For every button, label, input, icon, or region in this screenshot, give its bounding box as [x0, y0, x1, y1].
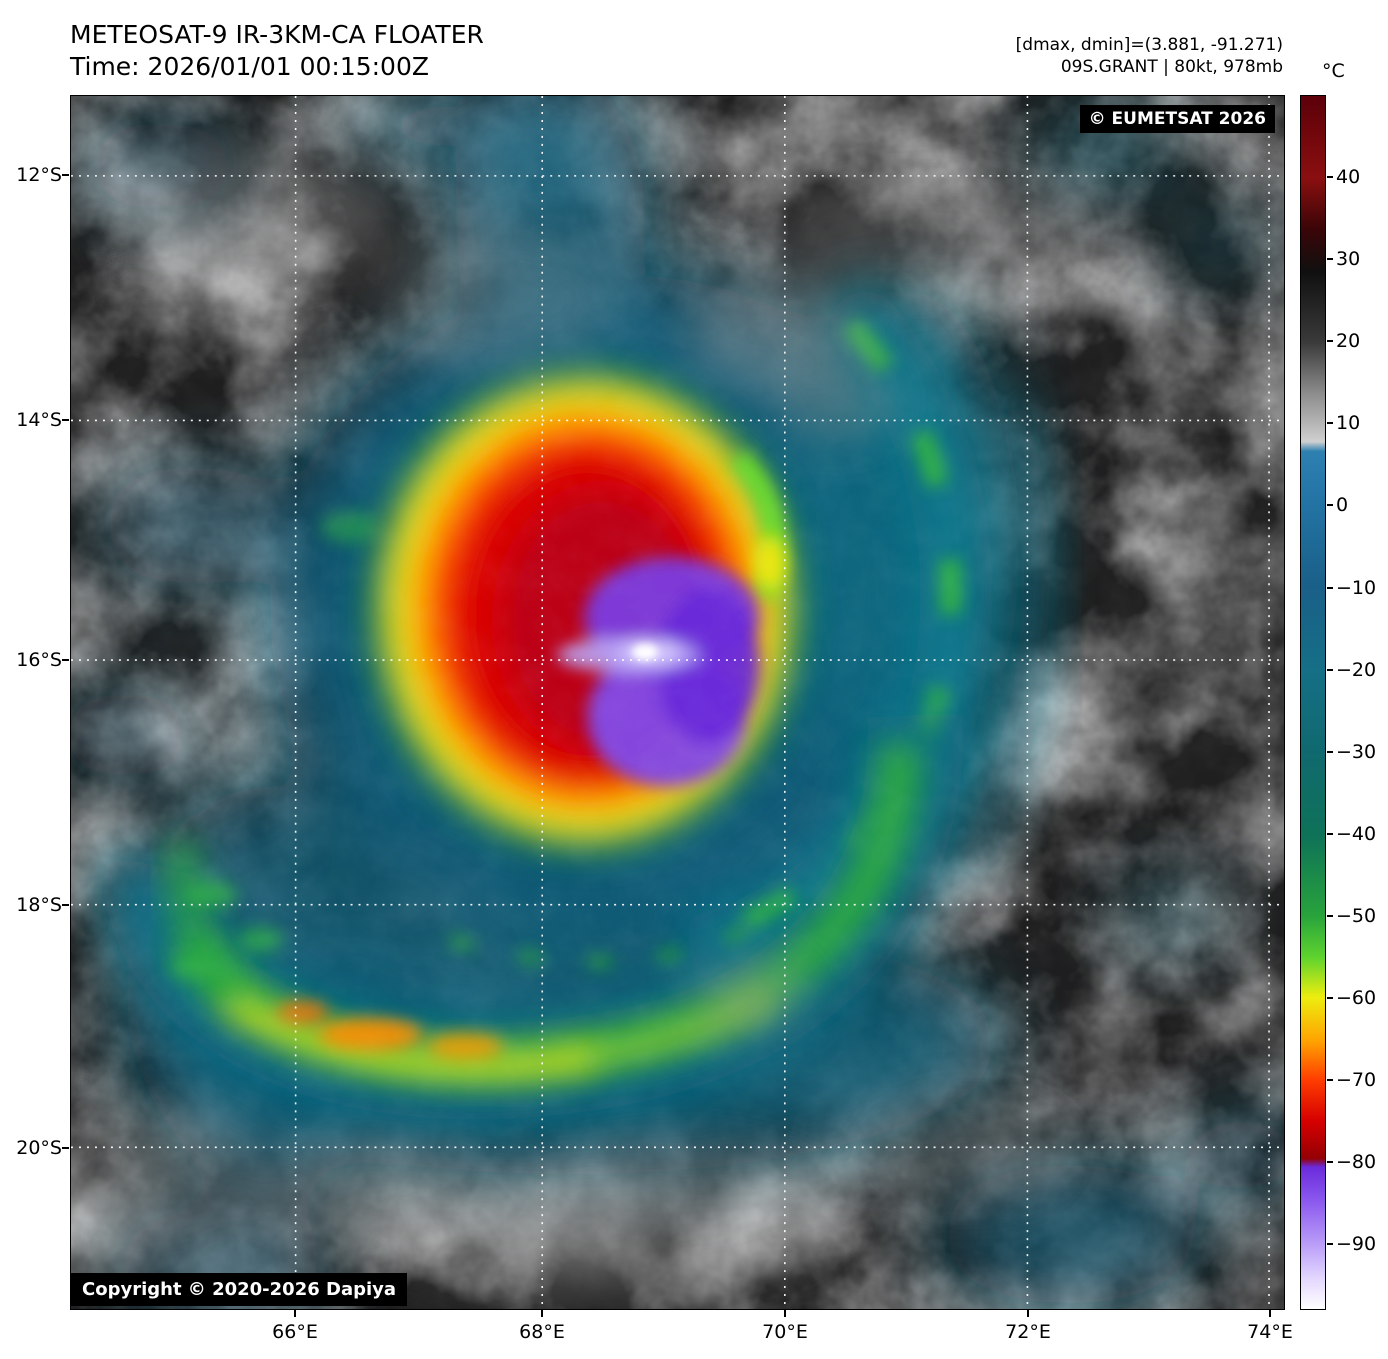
copyright-badge: Copyright © 2020-2026 Dapiya: [71, 1273, 408, 1306]
colorbar-unit-label: °C: [1322, 60, 1345, 82]
lon-tick: [1269, 1310, 1271, 1317]
storm-info-label: 09S.GRANT | 80kt, 978mb: [1060, 57, 1283, 77]
satellite-map: © EUMETSAT 2026 Copyright © 2020-2026 Da…: [70, 95, 1285, 1310]
colorbar-tick-label: −40: [1326, 823, 1377, 845]
colorbar-tick-label: −10: [1326, 577, 1377, 599]
colorbar-tick-label: 20: [1326, 330, 1361, 352]
lon-label-72e: 72°E: [1005, 1321, 1051, 1343]
colorbar-tick-label: 10: [1326, 412, 1361, 434]
page-title: METEOSAT-9 IR-3KM-CA FLOATER: [70, 20, 484, 49]
temperature-colorbar: [1300, 95, 1326, 1310]
colorbar-tick-label: −70: [1326, 1069, 1377, 1091]
colorbar-tick-label: 30: [1326, 248, 1361, 270]
lat-label-18s: 18°S: [16, 894, 62, 916]
colorbar-tick-label: −30: [1326, 741, 1377, 763]
lon-label-68e: 68°E: [519, 1321, 565, 1343]
lat-tick: [62, 659, 69, 661]
product-meta: [dmax, dmin]=(3.881, -91.271) 09S.GRANT …: [1016, 34, 1283, 78]
lat-label-14s: 14°S: [16, 409, 62, 431]
lon-label-70e: 70°E: [762, 1321, 808, 1343]
lat-tick: [62, 174, 69, 176]
lat-label-20s: 20°S: [16, 1137, 62, 1159]
colorbar-tick-label: −50: [1326, 905, 1377, 927]
lat-label-12s: 12°S: [16, 164, 62, 186]
colorbar-tick-label: 40: [1326, 166, 1361, 188]
timestamp-label: Time: 2026/01/01 00:15:00Z: [70, 52, 429, 81]
lon-label-66e: 66°E: [272, 1321, 318, 1343]
lon-tick: [541, 1310, 543, 1317]
lon-tick: [784, 1310, 786, 1317]
colorbar-tick-label: −90: [1326, 1233, 1377, 1255]
lat-label-16s: 16°S: [16, 649, 62, 671]
lat-tick: [62, 1147, 69, 1149]
colorbar-tick-label: −60: [1326, 987, 1377, 1009]
lon-tick: [294, 1310, 296, 1317]
eumetsat-credit-badge: © EUMETSAT 2026: [1079, 105, 1275, 133]
fine-grain-texture: [71, 96, 1284, 1309]
colorbar-tick-label: −80: [1326, 1151, 1377, 1173]
colorbar-tick-label: 0: [1326, 494, 1349, 516]
lon-tick: [1027, 1310, 1029, 1317]
lat-tick: [62, 419, 69, 421]
lon-label-74e: 74°E: [1247, 1321, 1293, 1343]
dmax-dmin-label: [dmax, dmin]=(3.881, -91.271): [1015, 35, 1283, 55]
colorbar-tick-label: −20: [1326, 659, 1377, 681]
lat-tick: [62, 904, 69, 906]
satellite-image: [71, 96, 1284, 1309]
